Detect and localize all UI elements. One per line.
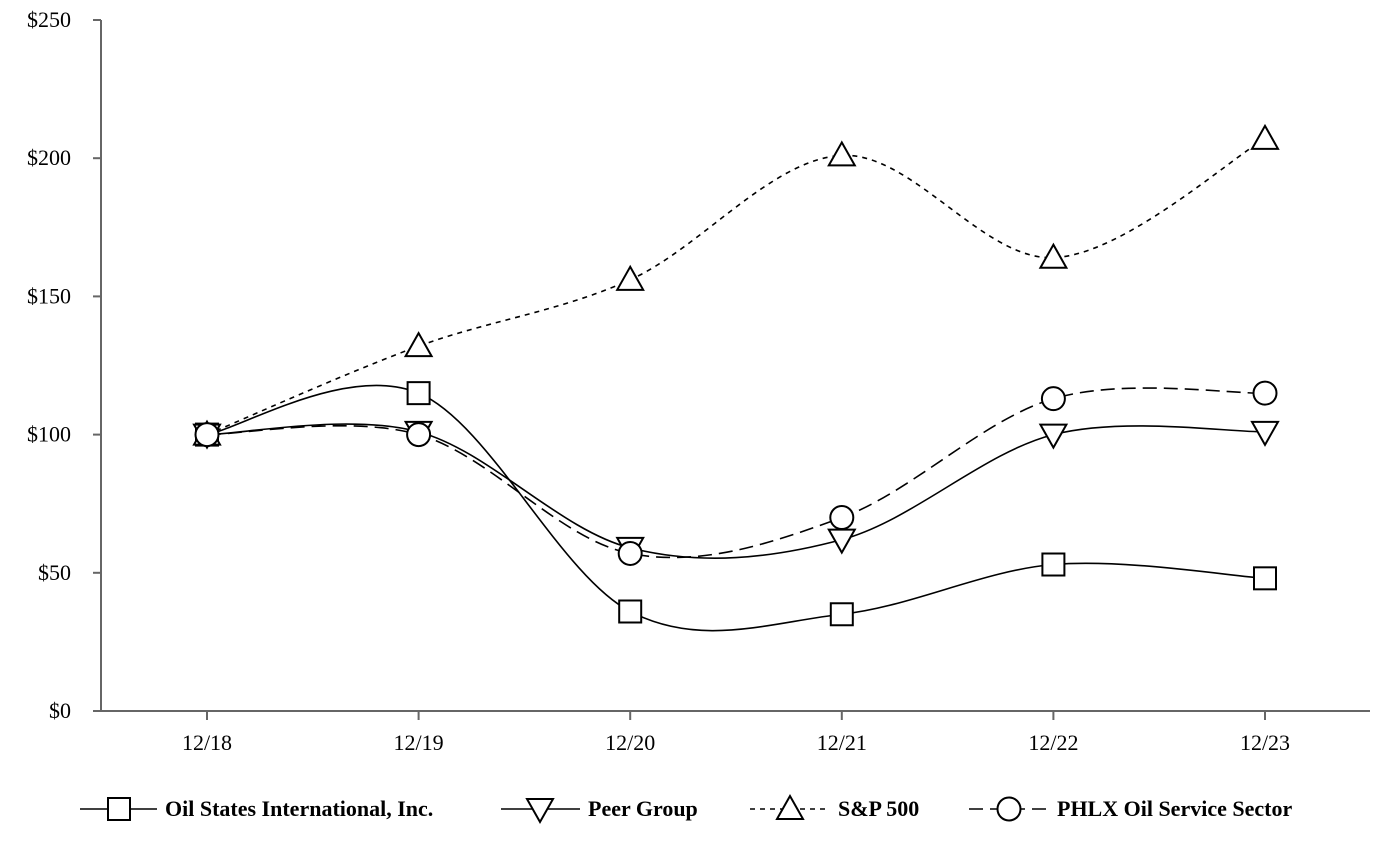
series-2-point-4 (1038, 242, 1069, 269)
x-tick-label: 12/22 (1028, 730, 1078, 755)
series-3-point-2 (617, 540, 643, 566)
y-tick-label: $50 (38, 560, 71, 585)
series-2-point-3 (827, 140, 857, 167)
legend-label-3: PHLX Oil Service Sector (1057, 796, 1292, 821)
x-tick-label: 12/23 (1240, 730, 1290, 755)
series-3-point-4 (1040, 386, 1066, 412)
series-3-point-0 (194, 422, 220, 448)
x-tick-label: 12/19 (394, 730, 444, 755)
y-tick-label: $100 (27, 422, 71, 447)
x-tick-label: 12/21 (817, 730, 867, 755)
series-2-point-2 (615, 264, 645, 291)
y-tick-label: $150 (27, 283, 71, 308)
legend-label-1: Peer Group (588, 796, 698, 821)
series-3-point-5 (1252, 380, 1278, 406)
legend-label-0: Oil States International, Inc. (165, 796, 433, 821)
series-3-point-1 (406, 422, 432, 448)
series-line-3 (206, 387, 1266, 559)
series-1-point-3 (827, 528, 857, 555)
y-tick-label: $250 (27, 7, 71, 32)
legend-marker-0 (107, 797, 131, 821)
series-0-point-4 (1041, 552, 1066, 577)
series-0-point-3 (829, 602, 854, 627)
series-3-point-3 (829, 505, 855, 531)
legend-marker-2 (775, 793, 805, 820)
series-1-point-4 (1038, 423, 1069, 450)
series-0-point-5 (1253, 566, 1277, 591)
series-2-point-5 (1250, 123, 1280, 150)
legend-marker-1 (525, 798, 555, 825)
series-2-point-1 (403, 331, 434, 358)
series-0-point-2 (618, 599, 643, 624)
series-line-0 (206, 384, 1266, 632)
series-line-2 (206, 138, 1266, 436)
y-tick-label: $200 (27, 145, 71, 170)
x-tick-label: 12/20 (605, 730, 655, 755)
x-tick-label: 12/18 (182, 730, 232, 755)
series-line-1 (206, 423, 1266, 560)
legend-label-2: S&P 500 (838, 796, 919, 821)
legend-marker-3 (996, 796, 1022, 822)
y-tick-label: $0 (49, 698, 71, 723)
series-1-point-5 (1250, 420, 1280, 447)
series-0-point-1 (406, 381, 431, 406)
